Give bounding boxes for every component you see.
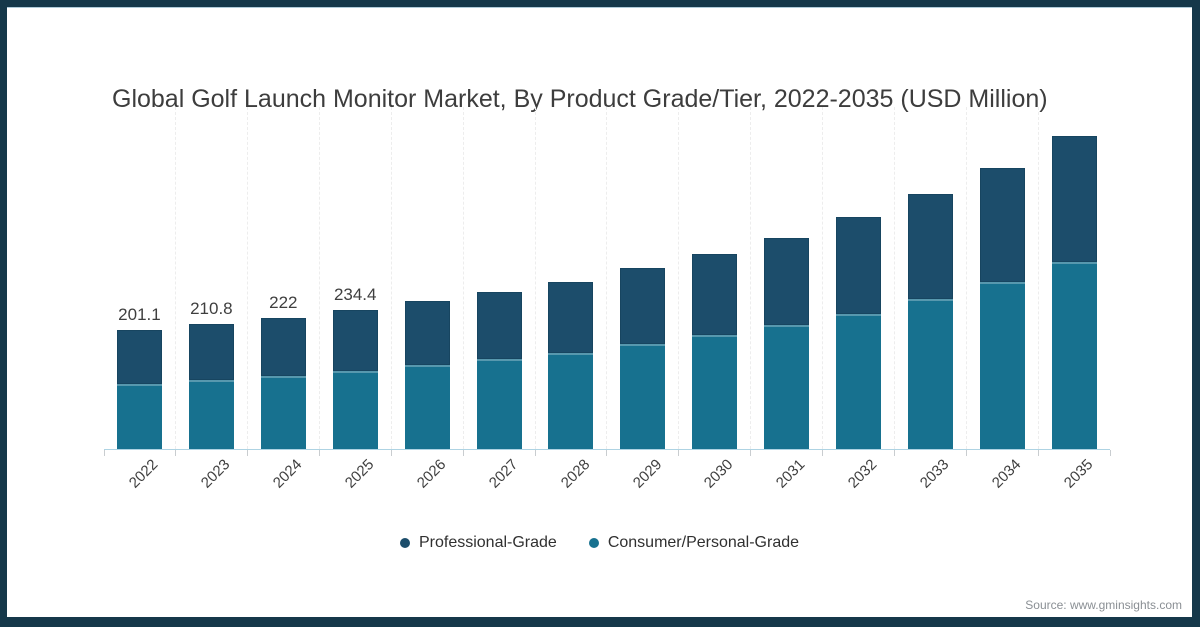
bar-value-label: 210.8	[190, 299, 233, 319]
stacked-bar[interactable]	[476, 291, 522, 449]
segment-consumer-personal-grade[interactable]	[764, 324, 810, 449]
stacked-bar[interactable]: 234.4	[332, 285, 378, 449]
stacked-bar[interactable]	[980, 167, 1026, 449]
segment-consumer-personal-grade[interactable]	[260, 375, 306, 449]
segment-professional-grade[interactable]	[548, 281, 594, 353]
source-credit: Source: www.gminsights.com	[1025, 598, 1182, 612]
segment-consumer-personal-grade[interactable]	[620, 343, 666, 449]
plot-area: 201.1 2022 210.8 2023 222 2024 234.4 2025 2026 20…	[104, 107, 1111, 492]
stacked-bar[interactable]	[764, 237, 810, 449]
x-axis-tick-label: 2027	[485, 456, 522, 492]
segment-consumer-personal-grade[interactable]	[692, 334, 738, 449]
segment-professional-grade[interactable]	[908, 193, 954, 299]
legend-label: Consumer/Personal-Grade	[607, 534, 800, 551]
stacked-bar[interactable]	[404, 301, 450, 449]
x-axis-tick-label: 2023	[197, 456, 234, 492]
stacked-bar[interactable]	[836, 216, 882, 449]
stacked-bar[interactable]: 210.8	[188, 299, 234, 449]
category-cell: 2026	[390, 107, 464, 492]
stacked-bar[interactable]: 201.1	[116, 305, 162, 449]
legend: Professional-Grade Consumer/Personal-Grad…	[7, 534, 1192, 552]
x-axis-tick-label: 2031	[773, 456, 809, 492]
legend-label: Professional-Grade	[418, 534, 557, 551]
category-cell: 2031	[750, 107, 824, 492]
segment-consumer-personal-grade[interactable]	[836, 313, 882, 449]
stacked-bar[interactable]	[1051, 135, 1097, 449]
chart-title: Global Golf Launch Monitor Market, By Pr…	[112, 85, 1048, 113]
segment-consumer-personal-grade[interactable]	[1051, 262, 1097, 449]
segment-consumer-personal-grade[interactable]	[548, 352, 594, 449]
segment-professional-grade[interactable]	[260, 317, 306, 376]
segment-consumer-personal-grade[interactable]	[476, 359, 522, 449]
category-cell: 222 2024	[246, 107, 320, 492]
segment-professional-grade[interactable]	[692, 253, 738, 335]
category-cell: 201.1 2022	[104, 107, 176, 492]
stacked-bar[interactable]	[620, 268, 666, 449]
x-axis-tick-label: 2033	[917, 456, 953, 492]
legend-marker-icon	[588, 538, 599, 548]
stacked-bar[interactable]	[548, 281, 594, 449]
segment-professional-grade[interactable]	[1051, 135, 1097, 263]
stacked-bar[interactable]: 222	[260, 292, 306, 449]
x-axis-tick-label: 2032	[845, 456, 881, 492]
segment-professional-grade[interactable]	[476, 291, 522, 360]
x-axis-tick-label: 2025	[341, 456, 378, 492]
legend-item[interactable]: Consumer/Personal-Grade	[588, 534, 800, 552]
stacked-bar[interactable]	[692, 253, 738, 449]
bar-value-label: 234.4	[333, 285, 377, 305]
segment-consumer-personal-grade[interactable]	[908, 298, 954, 449]
x-axis-tick-label: 2035	[1060, 456, 1097, 492]
bar-value-label: 201.1	[118, 305, 161, 325]
segment-professional-grade[interactable]	[332, 310, 378, 371]
segment-consumer-personal-grade[interactable]	[332, 370, 378, 449]
category-cell: 234.4 2025	[318, 107, 392, 492]
category-cell: 2027	[462, 107, 536, 492]
segment-professional-grade[interactable]	[404, 301, 450, 365]
legend-marker-icon	[399, 538, 410, 548]
x-axis-tick-label: 2034	[988, 456, 1025, 492]
segment-professional-grade[interactable]	[764, 237, 810, 325]
segment-professional-grade[interactable]	[188, 324, 234, 380]
stacked-bar[interactable]	[908, 193, 954, 449]
segment-consumer-personal-grade[interactable]	[116, 383, 162, 449]
x-axis-tick-label: 2022	[125, 456, 162, 492]
category-cell: 2028	[534, 107, 608, 492]
segment-consumer-personal-grade[interactable]	[980, 281, 1026, 449]
category-cell: 2035	[1037, 107, 1111, 492]
bar-value-label: 222	[269, 292, 298, 312]
category-cell: 210.8 2023	[174, 107, 248, 492]
category-cell: 2030	[678, 107, 752, 492]
category-cell: 2029	[606, 107, 680, 492]
category-cell: 2032	[822, 107, 896, 492]
x-axis-tick-label: 2029	[629, 456, 665, 492]
category-cell: 2034	[966, 107, 1039, 492]
legend-item[interactable]: Professional-Grade	[399, 534, 557, 552]
segment-consumer-personal-grade[interactable]	[188, 379, 234, 449]
segment-professional-grade[interactable]	[116, 330, 162, 384]
segment-consumer-personal-grade[interactable]	[404, 365, 450, 449]
x-axis-tick-label: 2026	[413, 456, 450, 492]
segment-professional-grade[interactable]	[620, 268, 666, 344]
x-axis-tick-label: 2024	[269, 456, 306, 492]
segment-professional-grade[interactable]	[980, 167, 1026, 282]
x-axis-tick-label: 2028	[557, 456, 594, 492]
x-axis-tick-label: 2030	[701, 456, 737, 492]
category-cell: 2033	[894, 107, 967, 492]
segment-professional-grade[interactable]	[836, 216, 882, 314]
